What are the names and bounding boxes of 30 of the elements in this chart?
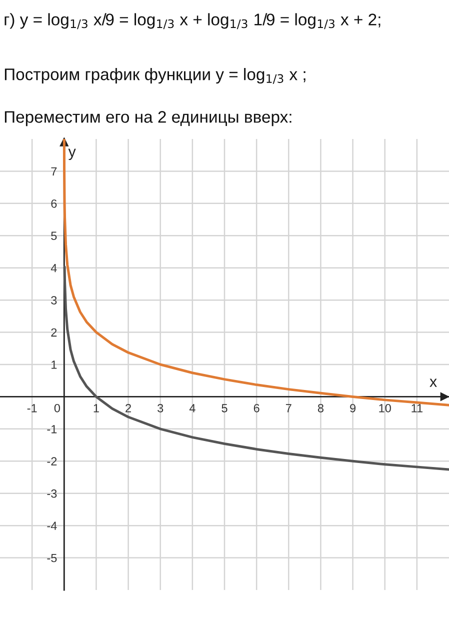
x-tick-label: 0 xyxy=(54,404,60,412)
y-tick-label: 1 xyxy=(52,360,57,369)
x-tick-label: 5 xyxy=(222,404,228,412)
y-tick-label: -1 xyxy=(47,425,57,434)
x-tick-label: 11 xyxy=(412,404,422,412)
y-tick-label: -4 xyxy=(47,522,57,530)
x-tick-label: 1 xyxy=(94,404,99,412)
text: Переместим его на 2 единицы вверх: xyxy=(4,111,292,126)
x-tick-label: 8 xyxy=(318,404,324,412)
x-tick-label: -1 xyxy=(27,404,37,412)
x-tick-label: 3 xyxy=(158,404,164,412)
y-tick-label: 3 xyxy=(51,296,57,304)
x-tick-label: 7 xyxy=(286,404,292,412)
x-tick-label: 9 xyxy=(350,404,356,412)
x-tick-label: 10 xyxy=(379,404,391,412)
y-tick-label: 4 xyxy=(50,264,57,272)
y-tick-label: -5 xyxy=(47,554,57,562)
y-tick-label: 5 xyxy=(51,232,57,240)
y-axis-title: y xyxy=(68,148,76,160)
x-tick-label: 6 xyxy=(254,404,260,412)
x-tick-label: 2 xyxy=(126,404,131,412)
text: г) y = log$_{1/3}$ x/9 = log$_{1/3}$ x + log$_{1/3}$ 1/9 = log$_{1/3}$ x + 2; xyxy=(4,13,380,30)
text: Построим график функции y = log$_{1/3}$ x ; xyxy=(4,68,306,84)
y-tick-label: 7 xyxy=(51,167,57,176)
x-axis-title: x xyxy=(430,378,437,387)
x-tick-label: 4 xyxy=(189,404,196,412)
y-tick-label: 2 xyxy=(51,328,57,337)
y-tick-label: -3 xyxy=(47,489,57,498)
y-tick-label: 6 xyxy=(51,199,57,208)
y-tick-label: -2 xyxy=(47,457,57,466)
